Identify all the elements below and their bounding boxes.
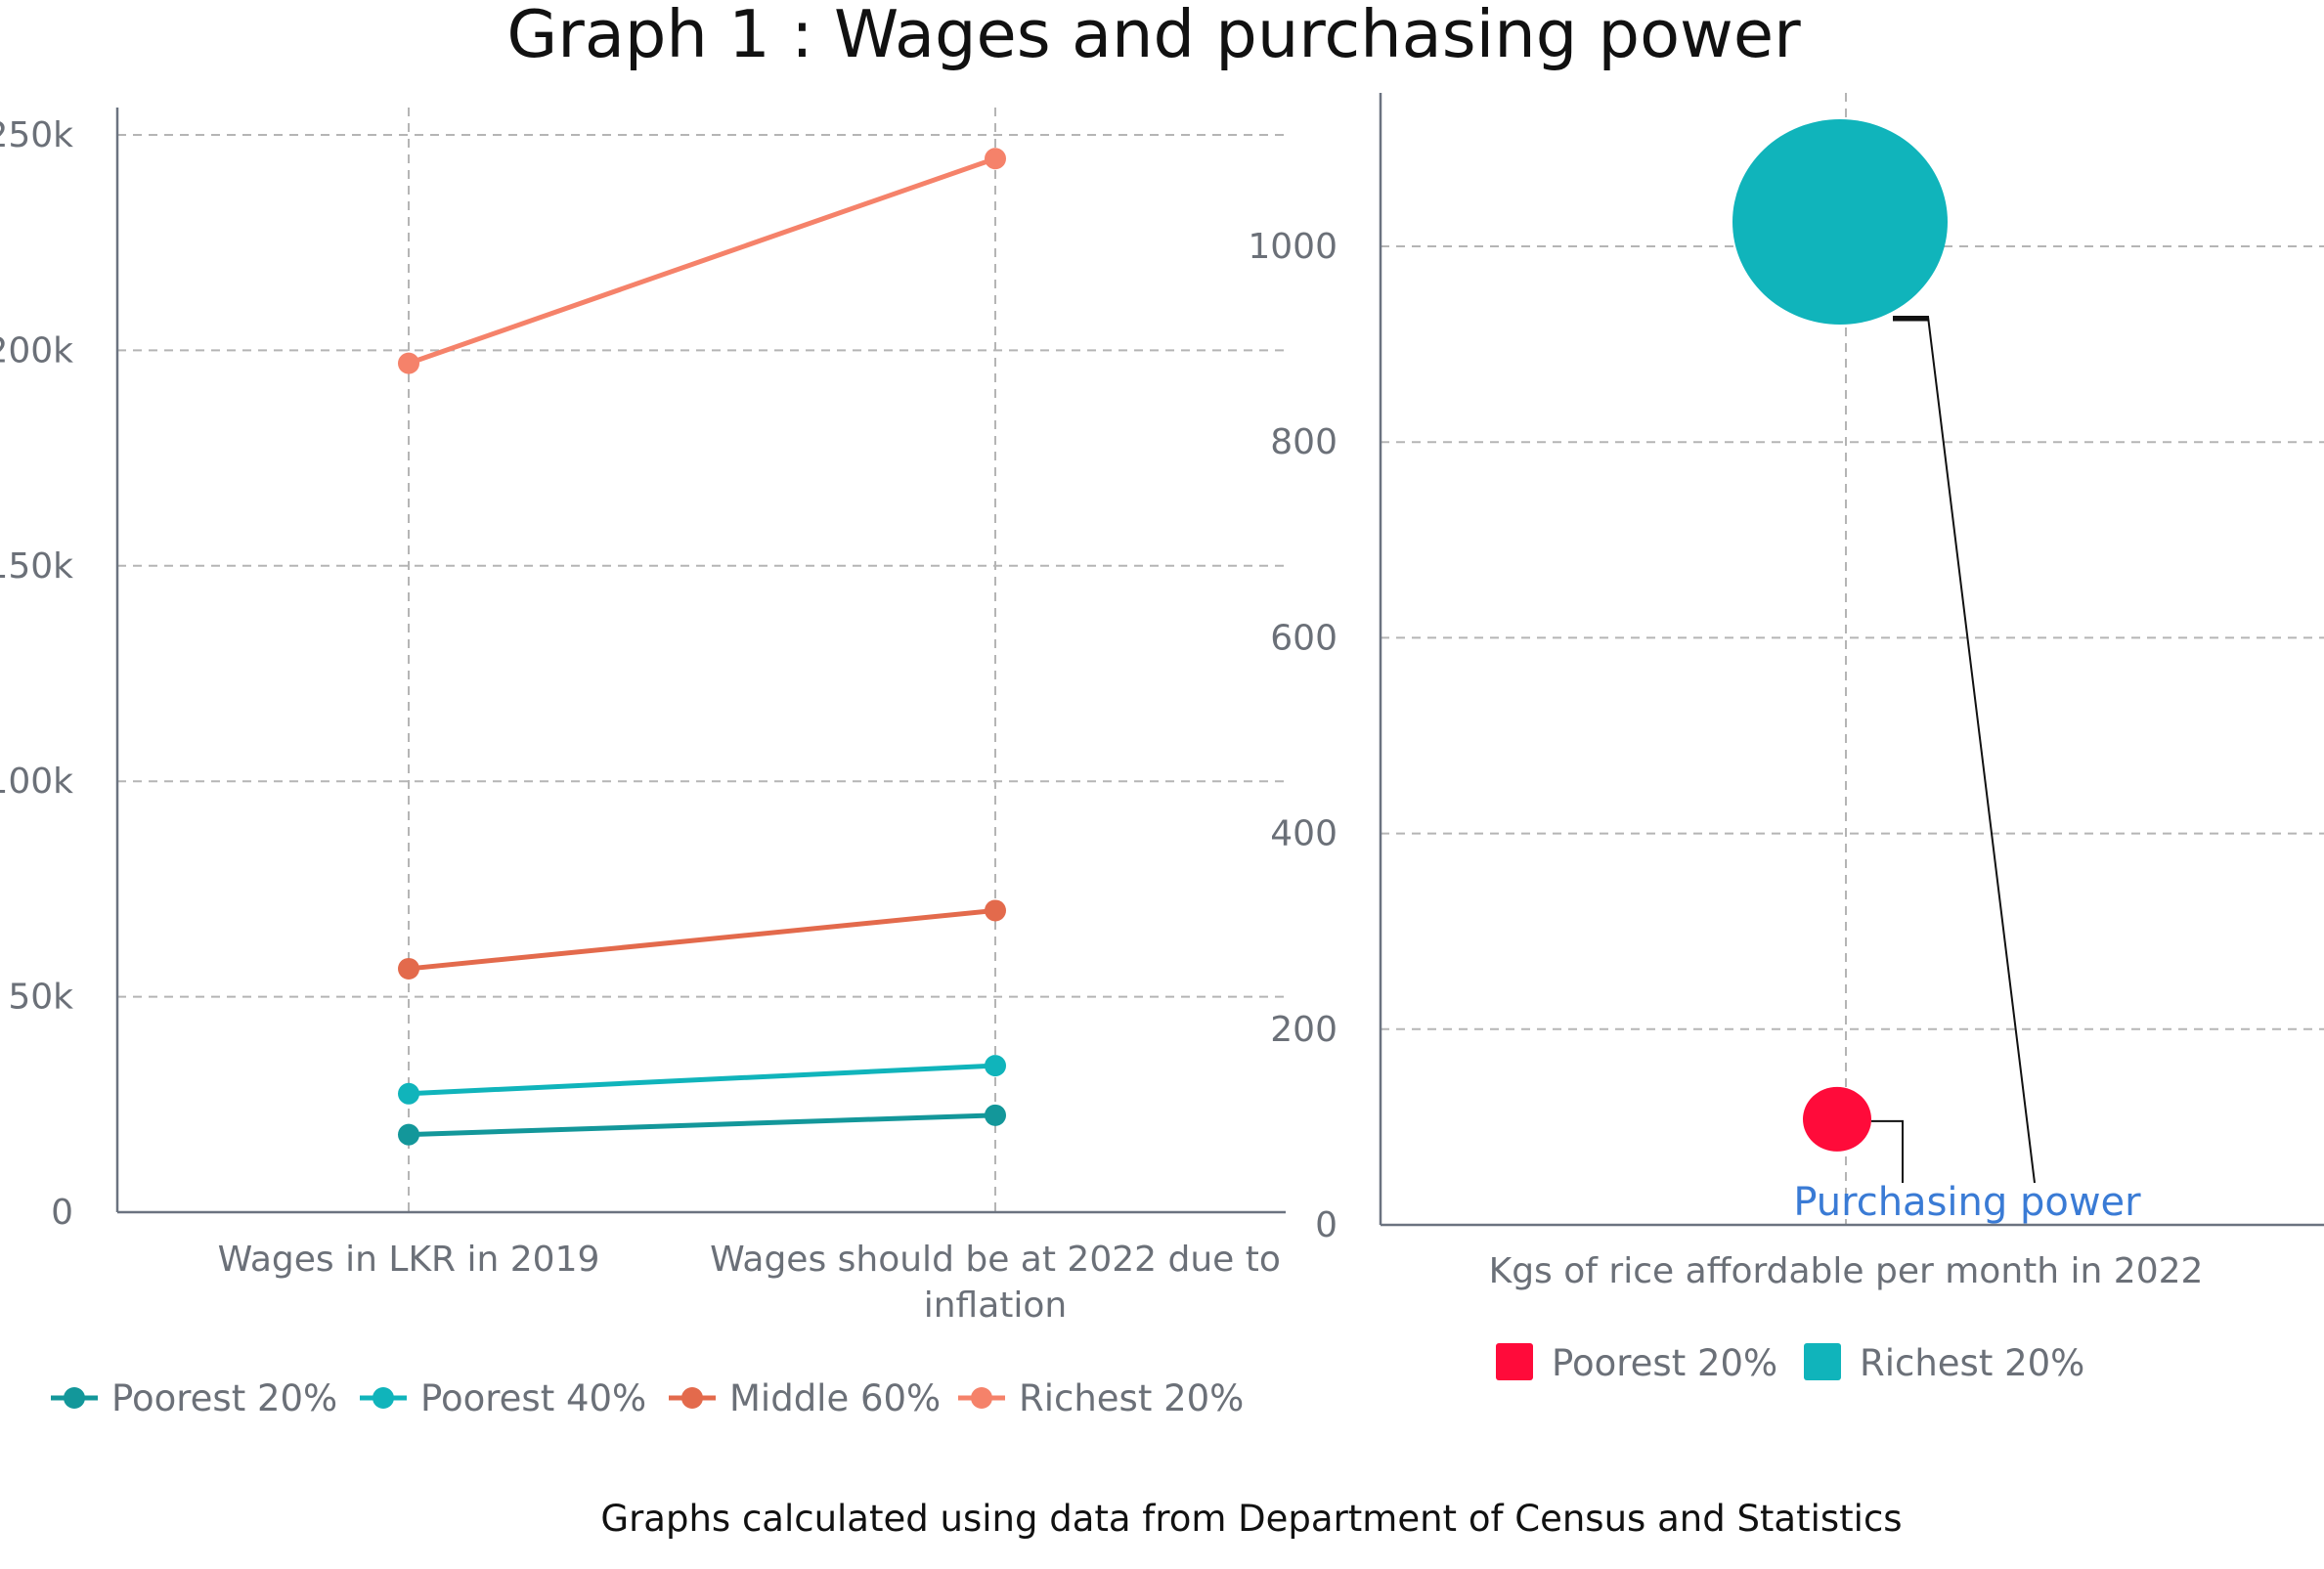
right-y-tick-label: 600 (1270, 618, 1337, 658)
right-y-tick-label: 800 (1270, 422, 1337, 462)
series-line-0 (408, 1112, 996, 1138)
wages-line-chart: 0 50k 100k 150k 200k 250k Wages in LKR in 2019… (0, 108, 1286, 1419)
legend-label: Richest 20% (1019, 1377, 1244, 1419)
left-y-tick-label: 50k (8, 978, 73, 1018)
left-y-tick-label: 200k (0, 330, 73, 370)
series-line-1 (408, 1063, 996, 1097)
legend-swatch-square (1496, 1343, 1533, 1380)
left-x-category-label: Wages should be at 2022 due to inflation (710, 1240, 1281, 1326)
series-point-2 (985, 899, 1006, 922)
right-y-tick-label: 400 (1270, 814, 1337, 854)
legend-swatch-dot (971, 1387, 992, 1409)
series-point-0 (985, 1104, 1006, 1126)
legend-swatch-dot (64, 1387, 85, 1409)
left-y-tick-label: 150k (0, 546, 73, 587)
series-point-2 (398, 957, 419, 980)
legend-label: Poorest 40% (420, 1377, 646, 1419)
legend-label: Poorest 20% (1552, 1342, 1777, 1384)
annotation-leader-richest (1893, 315, 2036, 1184)
right-y-tick-label: 1000 (1248, 227, 1337, 267)
series-point-1 (398, 1082, 419, 1105)
source-note: Graphs calculated using data from Depart… (600, 1498, 1902, 1540)
series-point-1 (985, 1055, 1006, 1077)
left-y-tick-label: 0 (51, 1193, 73, 1233)
annotation-leader-poorest (1871, 1119, 1904, 1183)
chart-title: Graph 1 : Wages and purchasing power (506, 0, 1801, 72)
series-point-0 (398, 1123, 419, 1146)
legend-swatch-dot (681, 1387, 703, 1409)
legend-label: Middle 60% (729, 1377, 941, 1419)
bubble-richest-20 (1732, 118, 1948, 325)
legend-swatch-square (1804, 1343, 1841, 1380)
left-y-tick-label: 250k (0, 115, 73, 155)
series-line-2 (408, 907, 996, 972)
annotation-label: Purchasing power (1793, 1180, 2141, 1225)
purchasing-power-bubble-chart: 0 200 400 600 800 1000 Kgs of rice affordable … (1248, 93, 2324, 1384)
series-point-3 (985, 148, 1006, 170)
series-point-3 (398, 352, 419, 374)
right-x-category-label: Kgs of rice affordable per month in 2022 (1489, 1251, 2204, 1291)
left-y-tick-label: 100k (0, 762, 73, 802)
left-x-category-label: Wages in LKR in 2019 (218, 1240, 600, 1280)
legend-swatch-dot (373, 1387, 394, 1409)
series-line-3 (408, 155, 996, 366)
legend-label: Richest 20% (1860, 1342, 2084, 1384)
right-y-tick-label: 0 (1315, 1205, 1337, 1245)
right-y-tick-label: 200 (1270, 1010, 1337, 1050)
bubble-poorest-20 (1803, 1086, 1871, 1152)
legend-label: Poorest 20% (111, 1377, 337, 1419)
